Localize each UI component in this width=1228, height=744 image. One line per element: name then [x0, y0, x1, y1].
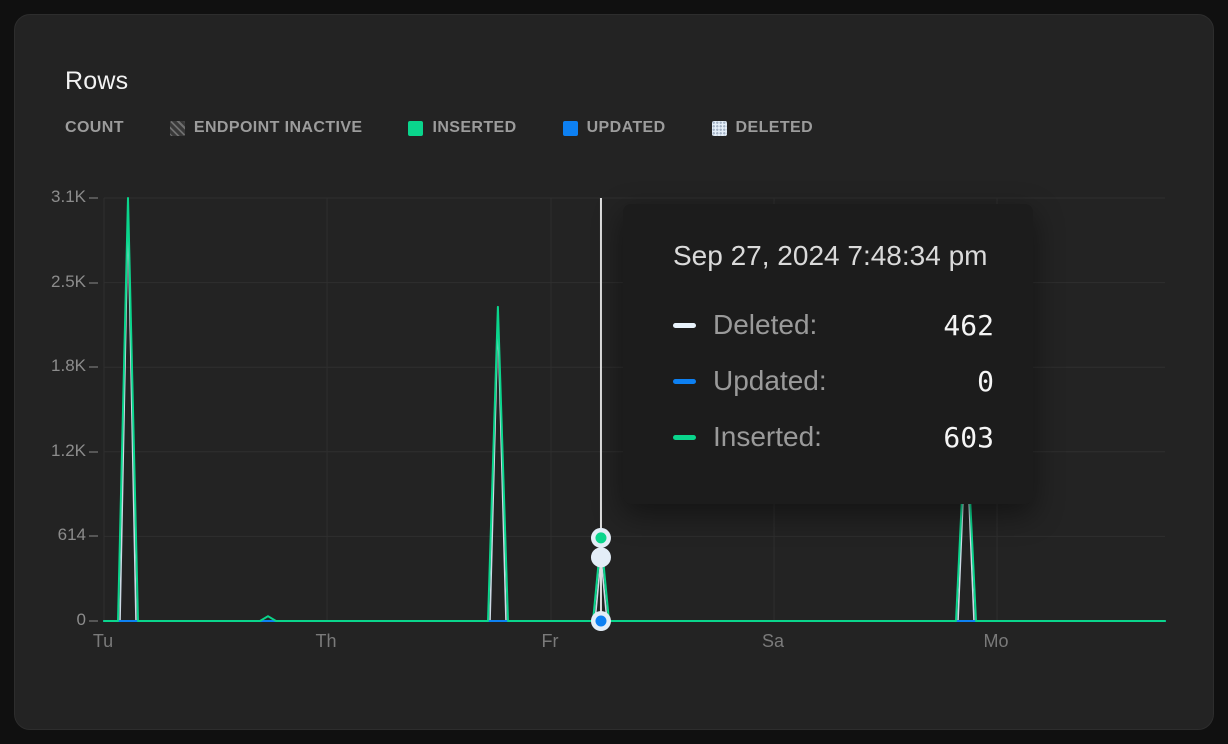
x-tick-label-fr: Fr — [541, 631, 559, 651]
legend-updated[interactable]: UPDATED — [562, 119, 666, 137]
y-tick-mark — [89, 535, 98, 538]
tooltip-timestamp: Sep 27, 2024 7:48:34 pm — [673, 240, 988, 271]
tooltip-deleted-label: Deleted: — [713, 309, 818, 340]
chart-legend: COUNT ENDPOINT INACTIVE INSERTED UPDATED… — [65, 119, 813, 137]
tooltip-row-deleted: Deleted: 462 — [673, 308, 994, 342]
y-tick-label: 1.8K — [51, 356, 86, 376]
tooltip-updated-label: Updated: — [713, 365, 827, 396]
x-tick-label-sa: Sa — [761, 631, 785, 651]
tooltip-row-inserted: Inserted: 603 — [673, 420, 994, 454]
legend-updated-label: UPDATED — [586, 119, 666, 136]
legend-count-label: COUNT — [65, 119, 124, 136]
x-tick-label-mo: Mo — [983, 631, 1009, 651]
legend-endpoint-inactive-label: ENDPOINT INACTIVE — [193, 119, 363, 136]
legend-deleted-label: DELETED — [735, 119, 814, 136]
y-tick-mark — [89, 450, 98, 453]
x-tick-label-tu: Tu — [92, 631, 114, 651]
y-tick-label: 614 — [57, 525, 86, 545]
y-tick-label: 2.5K — [51, 271, 86, 291]
updated-dash-icon — [673, 378, 696, 384]
deleted-swatch-icon — [711, 120, 727, 136]
updated-swatch-icon — [562, 120, 578, 136]
y-tick-mark — [89, 366, 98, 369]
tooltip-inserted-label: Inserted: — [713, 421, 822, 452]
legend-count: COUNT — [65, 119, 124, 137]
hatched-swatch-icon — [169, 120, 185, 136]
tooltip-inserted-value: 603 — [943, 420, 994, 454]
y-tick-label: 0 — [76, 610, 86, 629]
rows-line-chart[interactable] — [103, 197, 1166, 631]
y-tick-label: 3.1K — [51, 187, 86, 206]
legend-endpoint-inactive[interactable]: ENDPOINT INACTIVE — [169, 119, 363, 137]
tooltip-updated-value: 0 — [977, 364, 994, 398]
y-tick-mark — [89, 281, 98, 284]
y-tick-mark — [89, 197, 98, 199]
rows-chart-card: Rows COUNT ENDPOINT INACTIVE INSERTED UP… — [14, 14, 1214, 730]
tooltip-deleted-value: 462 — [943, 308, 994, 342]
y-tick-label: 1.2K — [51, 440, 86, 460]
chart-tooltip: Sep 27, 2024 7:48:34 pm Deleted: 462 Upd… — [623, 204, 1033, 504]
legend-inserted-label: INSERTED — [432, 119, 517, 136]
x-tick-label-th: Th — [315, 631, 337, 651]
legend-deleted[interactable]: DELETED — [711, 119, 814, 137]
tooltip-row-updated: Updated: 0 — [673, 364, 994, 398]
deleted-dash-icon — [673, 322, 696, 328]
y-tick-mark — [89, 620, 98, 622]
legend-inserted[interactable]: INSERTED — [408, 119, 516, 137]
inserted-dash-icon — [673, 434, 696, 440]
inserted-swatch-icon — [408, 120, 424, 136]
chart-title: Rows — [65, 67, 129, 95]
